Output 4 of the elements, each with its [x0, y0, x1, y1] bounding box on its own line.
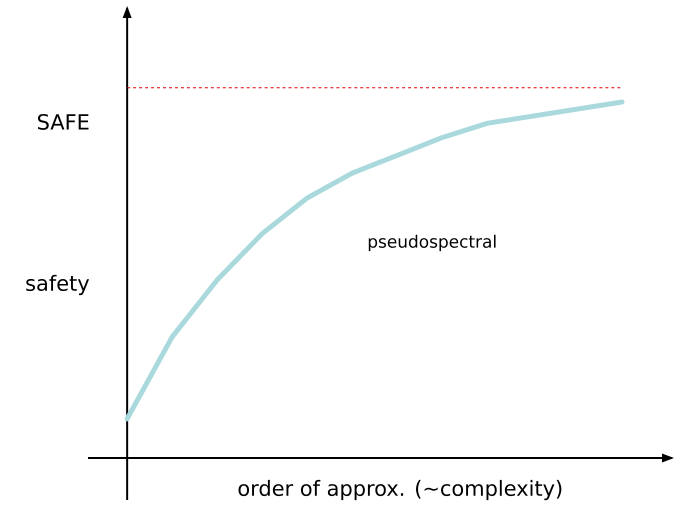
annotation: SAFE [38, 114, 89, 130]
y-axis-title: safety [26, 274, 90, 296]
text: pseudospectral [368, 234, 496, 252]
x-axis-title: order of approx. (~complexity) [238, 480, 562, 500]
